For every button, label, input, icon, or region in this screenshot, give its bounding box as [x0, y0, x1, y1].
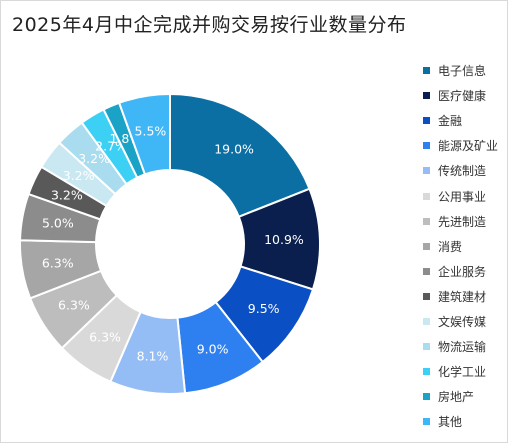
chart-title: 2025年4月中企完成并购交易按行业数量分布 — [12, 14, 407, 36]
legend-swatch — [423, 92, 430, 100]
slice-data-label: 5.5% — [135, 124, 167, 139]
legend-label: 建筑建材 — [438, 289, 487, 304]
legend-item: 物流运输 — [423, 334, 498, 359]
slice-data-label: 9.5% — [248, 301, 280, 316]
legend-label: 消费 — [438, 239, 463, 254]
legend-item: 先进制造 — [423, 209, 498, 234]
legend-item: 其他 — [423, 409, 498, 434]
legend-item: 化学工业 — [423, 359, 498, 384]
legend-item: 企业服务 — [423, 259, 498, 284]
slice-data-label: 8.1% — [137, 349, 169, 364]
legend-item: 医疗健康 — [423, 83, 498, 108]
legend-label: 文娱传媒 — [438, 314, 487, 329]
legend-item: 文娱传媒 — [423, 309, 498, 334]
legend-swatch — [423, 292, 430, 300]
slice-data-label: 3.2% — [78, 151, 110, 166]
legend-swatch — [423, 67, 430, 75]
legend-item: 能源及矿业 — [423, 133, 498, 158]
legend-label: 传统制造 — [438, 164, 487, 179]
slice-data-label: 6.3% — [89, 330, 121, 345]
legend-item: 建筑建材 — [423, 284, 498, 309]
legend-item: 金融 — [423, 108, 498, 133]
legend-label: 电子信息 — [438, 64, 487, 79]
legend-label: 物流运输 — [438, 340, 487, 355]
legend-swatch — [423, 368, 430, 376]
donut-slice — [117, 92, 171, 176]
legend-item: 消费 — [423, 234, 498, 259]
slice-data-label: 10.9% — [264, 232, 304, 247]
slice-data-label: 9.0% — [197, 342, 229, 357]
legend-label: 企业服务 — [438, 264, 487, 279]
slice-data-label: 3.2% — [63, 168, 95, 183]
slice-data-label: 6.3% — [58, 297, 90, 312]
legend-item: 电子信息 — [423, 58, 498, 83]
legend-label: 其他 — [438, 415, 463, 430]
legend-swatch — [423, 117, 430, 125]
legend-swatch — [423, 393, 430, 401]
legend-swatch — [423, 317, 430, 325]
legend-item: 传统制造 — [423, 158, 498, 183]
legend-label: 先进制造 — [438, 214, 487, 229]
slice-data-label: 3.2% — [51, 187, 83, 202]
legend-label: 医疗健康 — [438, 89, 487, 104]
legend-swatch — [423, 242, 430, 250]
donut-slice — [169, 92, 311, 219]
legend-item: 公用事业 — [423, 183, 498, 208]
slice-data-label: 5.0% — [42, 215, 74, 230]
legend-swatch — [423, 167, 430, 175]
legend-swatch — [423, 267, 430, 275]
legend-swatch — [423, 217, 430, 225]
legend-item: 房地产 — [423, 384, 498, 409]
slice-data-label: 6.3% — [42, 256, 74, 271]
legend-swatch — [423, 418, 430, 426]
legend-label: 金融 — [438, 114, 463, 129]
legend-label: 能源及矿业 — [438, 139, 499, 154]
legend-label: 化学工业 — [438, 365, 487, 380]
legend-swatch — [423, 343, 430, 351]
legend: 电子信息医疗健康金融能源及矿业传统制造公用事业先进制造消费企业服务建筑建材文娱传… — [423, 58, 498, 434]
legend-label: 房地产 — [438, 390, 475, 405]
legend-swatch — [423, 142, 430, 150]
legend-label: 公用事业 — [438, 189, 487, 204]
slice-data-label: 19.0% — [214, 142, 254, 157]
legend-swatch — [423, 192, 430, 200]
